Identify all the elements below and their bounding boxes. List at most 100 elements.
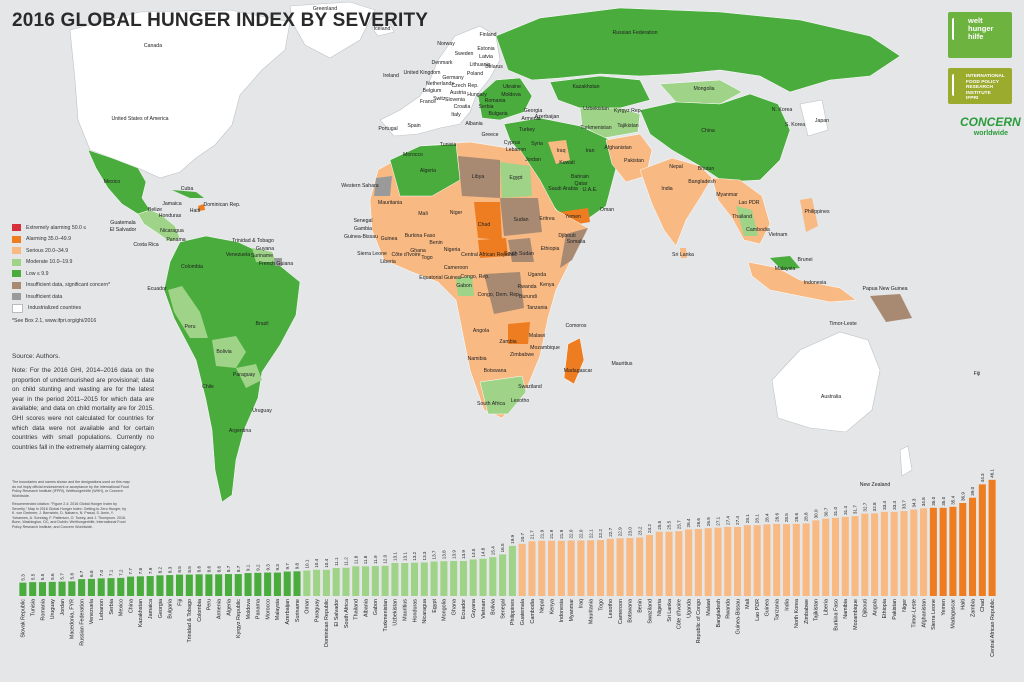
new-zealand (899, 445, 913, 477)
bar-category-label: Senegal (500, 599, 506, 619)
bar-category-label: Guatemala (520, 599, 526, 625)
bar-category-label: Liberia (823, 599, 829, 615)
bar (665, 531, 673, 596)
bar (567, 540, 575, 596)
bar (714, 527, 722, 596)
bar-value-label: 8.6 (207, 565, 212, 572)
map-country-label: Kyrgyz Rep. (614, 108, 642, 114)
bar (900, 511, 908, 596)
concern-logo-sub: worldwide (973, 130, 1008, 137)
bar-value-label: 33.4 (882, 500, 887, 509)
bar-value-label: 8.7 (226, 565, 231, 572)
bar-value-label: 9.2 (255, 564, 260, 571)
map-country-label: Greece (481, 132, 498, 138)
bar-value-label: 28.4 (765, 513, 770, 522)
mongolia (659, 79, 743, 105)
legend-swatch (12, 303, 23, 313)
north-africa (389, 143, 461, 197)
map-country-label: Central African Republic (461, 252, 517, 258)
bar-category-label: Tunisia (30, 599, 36, 616)
map-country-label: Russian Federation (613, 30, 658, 36)
map-country-label: Morocco (403, 152, 423, 158)
bar-category-label: Guinea-Bissau (735, 599, 741, 634)
bar (205, 574, 213, 596)
bar (812, 520, 820, 596)
bar-value-label: 33.4 (892, 500, 897, 509)
zambia (508, 322, 530, 344)
philippines (800, 198, 818, 232)
map-country-label: Portugal (378, 126, 397, 132)
bar-category-label: Malaysia (275, 599, 281, 620)
map-country-label: Indonesia (804, 280, 827, 286)
map-country-label: Tunisia (440, 142, 457, 148)
map-country-label: Yemen (565, 214, 581, 220)
map-country-label: N. Korea (772, 107, 793, 113)
bar (949, 506, 957, 596)
gabon-cameroon (456, 276, 474, 296)
map-country-label: Comoros (565, 323, 586, 329)
map-country-label: United Kingdom (404, 70, 441, 76)
legend: Extremely alarming 50.0 ≤ Alarming 35.0–4… (12, 222, 172, 324)
bar-value-label: 21.9 (559, 529, 564, 538)
map-country-label: Nepal (669, 164, 683, 170)
bar-category-label: Trinidad & Tobago (187, 599, 193, 642)
bar-category-label: Fiji (177, 599, 183, 606)
bar (694, 528, 702, 596)
map-country-label: Costa Rica (133, 242, 158, 248)
legend-item: Moderate 10.0–19.9 (12, 257, 172, 269)
map-country-label: Western Sahara (341, 183, 379, 189)
bar (332, 568, 340, 596)
bar (606, 538, 614, 596)
bar (283, 571, 291, 596)
legend-swatch (12, 247, 21, 255)
bar (489, 557, 497, 596)
map-country-label: Lesotho (511, 398, 530, 404)
bar-category-label: Tanzania (775, 599, 781, 621)
bar (959, 503, 967, 596)
bar-category-label: Sri Lanka (667, 599, 673, 622)
libya (458, 156, 500, 198)
bar-value-label: 31.7 (853, 505, 858, 514)
eastern-europe (477, 77, 533, 121)
bar (420, 562, 428, 596)
bar-value-label: 15.4 (490, 546, 495, 555)
map-country-label: Ecuador (147, 286, 167, 292)
map-country-label: Switz. (433, 96, 447, 102)
map-country-label: Ukraine (503, 84, 521, 90)
map-country-label: Botswana (484, 368, 507, 374)
bar-value-label: 7.2 (118, 569, 123, 576)
map-country-label: Niger (450, 210, 463, 216)
map-country-label: Hungary (467, 92, 487, 98)
papua-new-guinea (870, 294, 912, 322)
bar-category-label: Cambodia (530, 599, 536, 624)
legend-item: Alarming 35.0–49.9 (12, 234, 172, 246)
bar-category-label: Lao PDR (755, 599, 761, 621)
map-country-label: Bhutan (698, 166, 715, 172)
map-country-label: Uzbekistan (583, 106, 609, 112)
map-country-label: Moldova (501, 92, 521, 98)
bar-category-label: Angola (872, 599, 878, 616)
caribbean (172, 190, 204, 198)
bar-value-label: 23.2 (637, 526, 642, 535)
bar-category-label: Paraguay (314, 599, 320, 622)
bar (910, 509, 918, 596)
legend-label: Serious 20.0–34.9 (26, 247, 69, 254)
bar-value-label: 11.2 (344, 557, 349, 566)
map-country-label: Australia (821, 394, 841, 400)
bar (19, 582, 27, 596)
legend-swatch (12, 270, 21, 278)
bar (920, 508, 928, 596)
legend-swatch (12, 235, 21, 243)
bar-category-label: Botswana (628, 599, 634, 623)
bar-category-label: Ethiopia (882, 599, 888, 618)
bar-value-label: 6.7 (79, 570, 84, 577)
bar-category-label: Timor-Leste (912, 599, 918, 628)
map-country-label: Panama (166, 237, 185, 243)
map-country-label: Mauritius (611, 361, 632, 367)
bar-category-label: Mali (745, 599, 751, 609)
car (478, 238, 508, 258)
bar-category-label: Nicaragua (422, 599, 428, 624)
bar (459, 560, 467, 596)
map-country-label: Timor-Leste (829, 321, 857, 327)
bar-category-label: Philippines (510, 599, 516, 625)
